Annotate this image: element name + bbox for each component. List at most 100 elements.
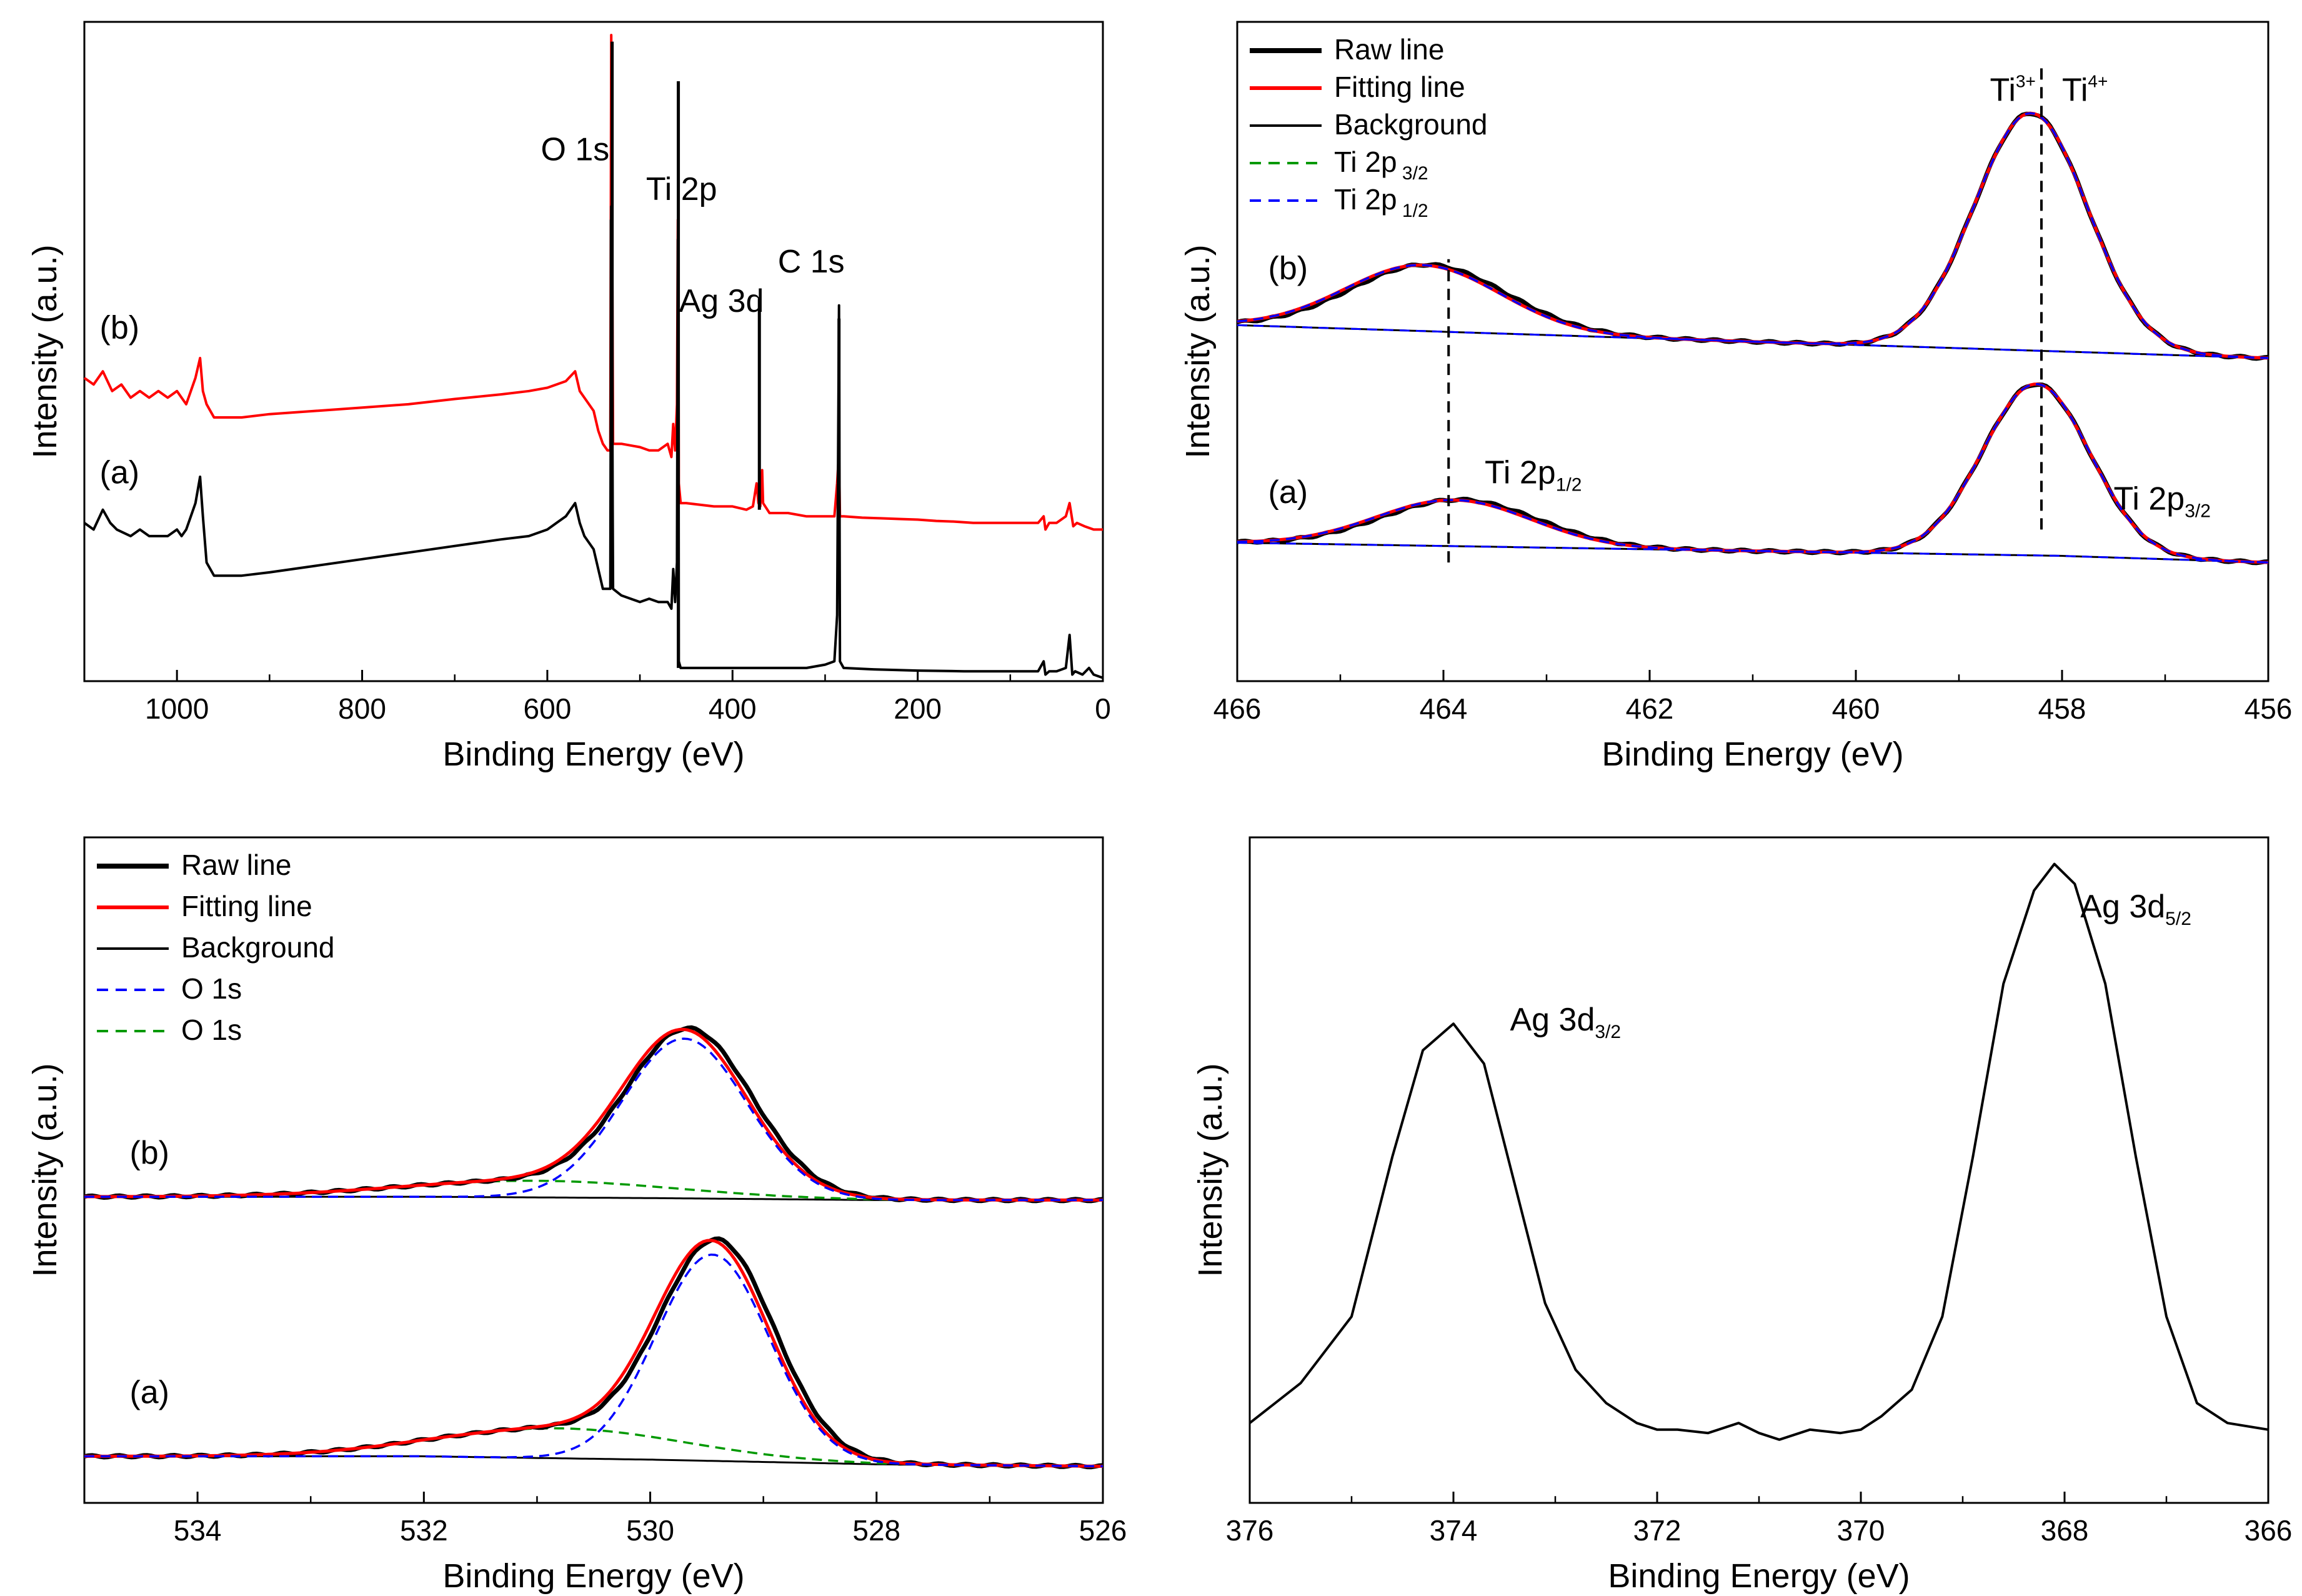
plot-frame — [1248, 836, 2270, 1504]
component-blue-1 — [1237, 382, 2269, 564]
annotation-2-main: Ag 3d — [679, 283, 764, 319]
annotation-5: Ti4+ — [2062, 72, 2108, 109]
legend-text: O 1s — [181, 1014, 242, 1046]
x-tick-label: 600 — [524, 692, 572, 725]
legend-text: Raw line — [1334, 33, 1444, 66]
legend-label-2: Background — [1334, 108, 1488, 141]
legend-label-0: Raw line — [181, 849, 291, 881]
annotation-2-main: Ti 2p — [1485, 455, 1556, 491]
x-tick-label: 460 — [1832, 692, 1880, 725]
annotation-0: (b) — [129, 1135, 169, 1171]
annotation-0: O 1s — [541, 132, 609, 168]
annotation-0-subscript: 3/2 — [1595, 1022, 1621, 1042]
x-axis-label: Binding Energy (eV) — [442, 1557, 744, 1595]
legend-label-3: O 1s — [181, 972, 242, 1005]
chart-o1s: 534 532 530 528 526 Binding Energy (eV) Intens… — [26, 836, 1127, 1595]
series-line-1 — [83, 205, 1104, 679]
annotation-1-main: (a) — [1268, 474, 1308, 511]
legend-label-4: O 1s — [181, 1014, 242, 1046]
legend-text: Ti 2p — [1334, 183, 1397, 216]
x-tick-label: 530 — [626, 1514, 674, 1547]
annotation-4: (b) — [100, 309, 140, 346]
annotation-4: Ti3+ — [1990, 72, 2036, 109]
annotation-0: (b) — [1268, 250, 1308, 286]
annotation-1: (a) — [1268, 474, 1308, 511]
legend-label-1: Fitting line — [181, 890, 312, 922]
legend-subscript: 3/2 — [1397, 163, 1428, 184]
x-axis-label: Binding Energy (eV) — [1608, 1557, 1910, 1595]
legend-text: Fitting line — [181, 890, 312, 922]
y-axis-label: Intensity (a.u.) — [1179, 244, 1217, 458]
annotation-3: C 1s — [778, 244, 845, 280]
annotation-0-main: Ag 3d — [1510, 1002, 1595, 1038]
x-tick-label: 534 — [174, 1514, 222, 1547]
legend-label-2: Background — [181, 931, 335, 964]
x-tick-label: 466 — [1213, 692, 1262, 725]
annotation-5: (a) — [100, 455, 140, 491]
legend-label-4: Ti 2p 1/2 — [1334, 183, 1428, 221]
legend-subscript: 1/2 — [1397, 201, 1428, 221]
x-tick-label: 526 — [1079, 1514, 1127, 1547]
series-line-0 — [1248, 862, 2269, 1441]
annotation-1-main: Ti 2p — [646, 171, 717, 207]
x-tick-label: 368 — [2041, 1514, 2089, 1547]
raw-line-1 — [84, 1236, 1104, 1470]
legend-text: Raw line — [181, 849, 291, 881]
component-blue-0 — [1237, 112, 2269, 359]
x-tick-label: 370 — [1837, 1514, 1885, 1547]
x-tick-label: 374 — [1430, 1514, 1478, 1547]
x-tick-label: 800 — [338, 692, 386, 725]
x-tick-label: 0 — [1095, 692, 1111, 725]
x-tick-label: 458 — [2038, 692, 2086, 725]
component-green-1 — [1237, 382, 2269, 564]
legend-text: Ti 2p — [1334, 146, 1397, 178]
annotation-2-subscript: 1/2 — [1556, 475, 1582, 496]
y-axis-label: Intensity (a.u.) — [26, 244, 64, 458]
legend-label-1: Fitting line — [1334, 71, 1465, 103]
plot-frame — [83, 836, 1104, 1504]
annotation-4-main: Ti — [1990, 72, 2016, 109]
x-tick-label: 372 — [1633, 1514, 1682, 1547]
component-blue-1 — [84, 1253, 1103, 1468]
legend-label-0: Raw line — [1334, 33, 1444, 66]
y-axis-label: Intensity (a.u.) — [1192, 1063, 1229, 1277]
x-axis-label: Binding Energy (eV) — [442, 736, 744, 773]
annotation-5-main: Ti — [2062, 72, 2088, 109]
chart-ag3d: 376 374 372 370 368 366 Binding Energy (eV) Int… — [1192, 836, 2293, 1595]
x-tick-label: 528 — [852, 1514, 900, 1547]
annotation-1-subscript: 5/2 — [2165, 909, 2191, 929]
legend-text: O 1s — [181, 972, 242, 1005]
background-dash-0 — [1237, 324, 2269, 359]
x-axis-label: Binding Energy (eV) — [1602, 736, 1903, 773]
plot-frame — [83, 21, 1104, 682]
annotation-5-superscript: 4+ — [2088, 72, 2108, 91]
raw-line-1 — [1237, 382, 2269, 566]
x-tick-label: 200 — [894, 692, 942, 725]
y-axis-label: Intensity (a.u.) — [26, 1063, 64, 1277]
x-tick-label: 532 — [400, 1514, 448, 1547]
chart-survey: 1000 800 600 400 200 0 Binding Energy (eV) Inte… — [26, 21, 1111, 773]
annotation-3-main: C 1s — [778, 244, 845, 280]
x-tick-label: 462 — [1626, 692, 1674, 725]
x-tick-label: 366 — [2245, 1514, 2293, 1547]
annotation-1: Ag 3d5/2 — [2080, 889, 2191, 929]
raw-line-0 — [84, 1025, 1104, 1204]
annotation-1: Ti 2p — [646, 171, 717, 207]
annotation-1-main: Ag 3d — [2080, 889, 2165, 925]
legend-text: Background — [181, 931, 335, 964]
x-tick-label: 456 — [2245, 692, 2293, 725]
annotation-3-main: Ti 2p — [2114, 481, 2185, 517]
annotation-0: Ag 3d3/2 — [1510, 1002, 1621, 1042]
legend-label-3: Ti 2p 3/2 — [1334, 146, 1428, 184]
component-green-1 — [84, 1427, 1103, 1468]
legend: Raw line Fitting line Background Ti 2p 3/2T… — [1250, 33, 1488, 221]
annotation-1-main: (a) — [129, 1374, 169, 1410]
x-tick-label: 376 — [1226, 1514, 1274, 1547]
annotation-5-main: (a) — [100, 455, 140, 491]
background-dash-1 — [1237, 542, 2269, 564]
annotation-0-main: (b) — [1268, 250, 1308, 286]
legend-text: Fitting line — [1334, 71, 1465, 103]
series-line-0 — [83, 34, 1103, 531]
